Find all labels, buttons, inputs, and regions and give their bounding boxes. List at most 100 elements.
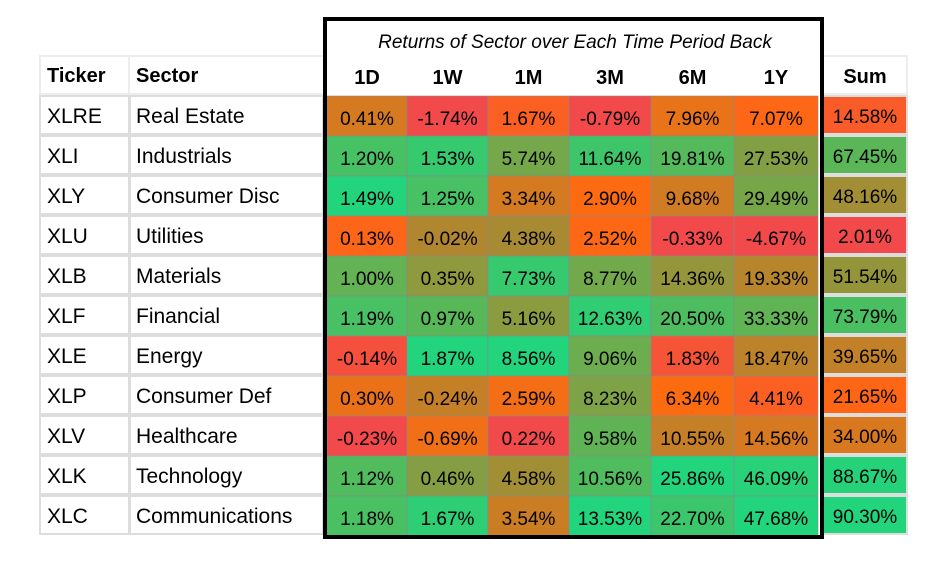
heat-cell-value: 4.41%: [749, 389, 803, 410]
heat-cell: [650, 135, 735, 177]
heat-cell: [487, 175, 570, 217]
heat-cell-value: 0.41%: [340, 109, 394, 130]
heat-cell: [650, 495, 735, 537]
period-header-1w: 1W: [433, 67, 463, 89]
ticker-label: XLU: [47, 225, 88, 248]
sum-value: 2.01%: [838, 227, 892, 248]
heat-cell: [650, 215, 735, 257]
heat-cell-value: 33.33%: [744, 309, 809, 330]
period-header-3m: 3M: [596, 67, 624, 89]
ticker-label: XLF: [47, 305, 86, 328]
heat-cell-value: 0.13%: [340, 229, 394, 250]
heat-cell-value: 3.54%: [502, 509, 556, 530]
heat-cell: [487, 375, 570, 417]
sum-cell: [824, 377, 906, 413]
heat-cell-value: 5.74%: [502, 149, 556, 170]
ticker-cell: [41, 217, 128, 253]
heat-cell-value: 4.58%: [502, 469, 556, 490]
heat-cell: [568, 495, 652, 537]
heat-cell: [326, 215, 408, 257]
sum-cell: [824, 137, 906, 173]
heat-cell-value: 5.16%: [502, 309, 556, 330]
ticker-label: XLP: [47, 385, 87, 408]
ticker-cell: [41, 297, 128, 333]
sector-cell: [131, 497, 322, 533]
heat-cell-value: -0.24%: [417, 389, 477, 410]
heat-cell-value: -0.14%: [337, 349, 397, 370]
heat-cell: [568, 335, 652, 377]
ticker-cell: [41, 257, 128, 293]
ticker-cell: [41, 97, 128, 133]
grid-header-bg: [327, 21, 820, 95]
heat-cell-value: 19.33%: [744, 269, 809, 290]
ticker-header-bg: [41, 57, 128, 93]
heat-cell-value: 4.38%: [502, 229, 556, 250]
period-header-1m: 1M: [515, 67, 543, 89]
sector-cell: [131, 457, 322, 493]
heat-cell: [733, 175, 819, 217]
heat-cell-value: 1.53%: [421, 149, 475, 170]
ticker-cell: [41, 377, 128, 413]
sector-label: Utilities: [136, 225, 204, 248]
heat-cell-value: 27.53%: [744, 149, 809, 170]
sum-value: 73.79%: [833, 307, 898, 328]
returns-grid: 1D 1W 1M 3M 6M 1Y 0.41% -1.74% 1.67% -0.79% 7.96% 7…: [326, 21, 820, 537]
heat-cell: [406, 295, 489, 337]
heat-cell-value: 14.36%: [660, 269, 725, 290]
heat-cell-value: 10.55%: [660, 429, 725, 450]
sector-label: Healthcare: [136, 425, 238, 448]
heat-cell-value: 11.64%: [578, 149, 641, 170]
ticker-label: XLRE: [47, 105, 102, 128]
sum-value: 67.45%: [833, 147, 898, 168]
heat-cell: [733, 295, 819, 337]
heat-cell: [733, 335, 819, 377]
heat-cell-value: 29.49%: [744, 189, 809, 210]
heat-cell-value: 1.00%: [340, 269, 394, 290]
heat-cell-value: 1.19%: [340, 309, 394, 330]
heat-cell-value: -1.74%: [417, 109, 477, 130]
sum-cell: [824, 497, 906, 533]
heat-cell: [406, 455, 489, 497]
sector-cell: [131, 377, 322, 413]
ticker-label: XLE: [47, 345, 87, 368]
heat-cell-value: 8.77%: [583, 269, 637, 290]
heat-cell: [487, 255, 570, 297]
period-header-1d: 1D: [354, 67, 380, 89]
heat-cell-value: 18.47%: [744, 349, 809, 370]
sum-value: 51.54%: [833, 267, 898, 288]
heat-cell-value: 8.23%: [583, 389, 637, 410]
chart-title: Returns of Sector over Each Time Period …: [378, 32, 773, 53]
period-header-6m: 6M: [679, 67, 707, 89]
heat-cell: [568, 215, 652, 257]
heat-cell-value: -0.02%: [417, 229, 477, 250]
sector-label: Technology: [136, 465, 243, 488]
sector-cell: [131, 257, 322, 293]
heat-cell-value: 0.97%: [421, 309, 475, 330]
ticker-cell: [41, 137, 128, 173]
sector-label: Real Estate: [136, 105, 245, 128]
heat-cell-value: 1.49%: [340, 189, 394, 210]
heat-cell-value: 6.34%: [666, 389, 720, 410]
heat-cell: [733, 495, 819, 537]
heat-cell-value: 47.68%: [744, 509, 809, 530]
sum-cell: [824, 457, 906, 493]
sector-label: Consumer Def: [136, 385, 272, 408]
heat-cell: [650, 255, 735, 297]
sum-cell: [824, 257, 906, 293]
heat-cell: [733, 95, 819, 137]
sector-cell: [131, 97, 322, 133]
heat-cell-value: 10.56%: [578, 469, 643, 490]
sector-label: Communications: [136, 505, 292, 528]
sum-cell: [824, 337, 906, 373]
heat-cell-value: 2.59%: [502, 389, 556, 410]
heat-cell: [487, 95, 570, 137]
ticker-label: XLC: [47, 505, 88, 528]
sum-value: 14.58%: [833, 107, 898, 128]
sector-cell: [131, 337, 322, 373]
heat-cell-value: 8.56%: [502, 349, 556, 370]
sector-cell: [131, 177, 322, 213]
heat-cell-value: 9.06%: [583, 349, 637, 370]
heat-cell-value: 20.50%: [660, 309, 725, 330]
heat-cell: [733, 455, 819, 497]
heat-cell-value: 1.87%: [421, 349, 475, 370]
